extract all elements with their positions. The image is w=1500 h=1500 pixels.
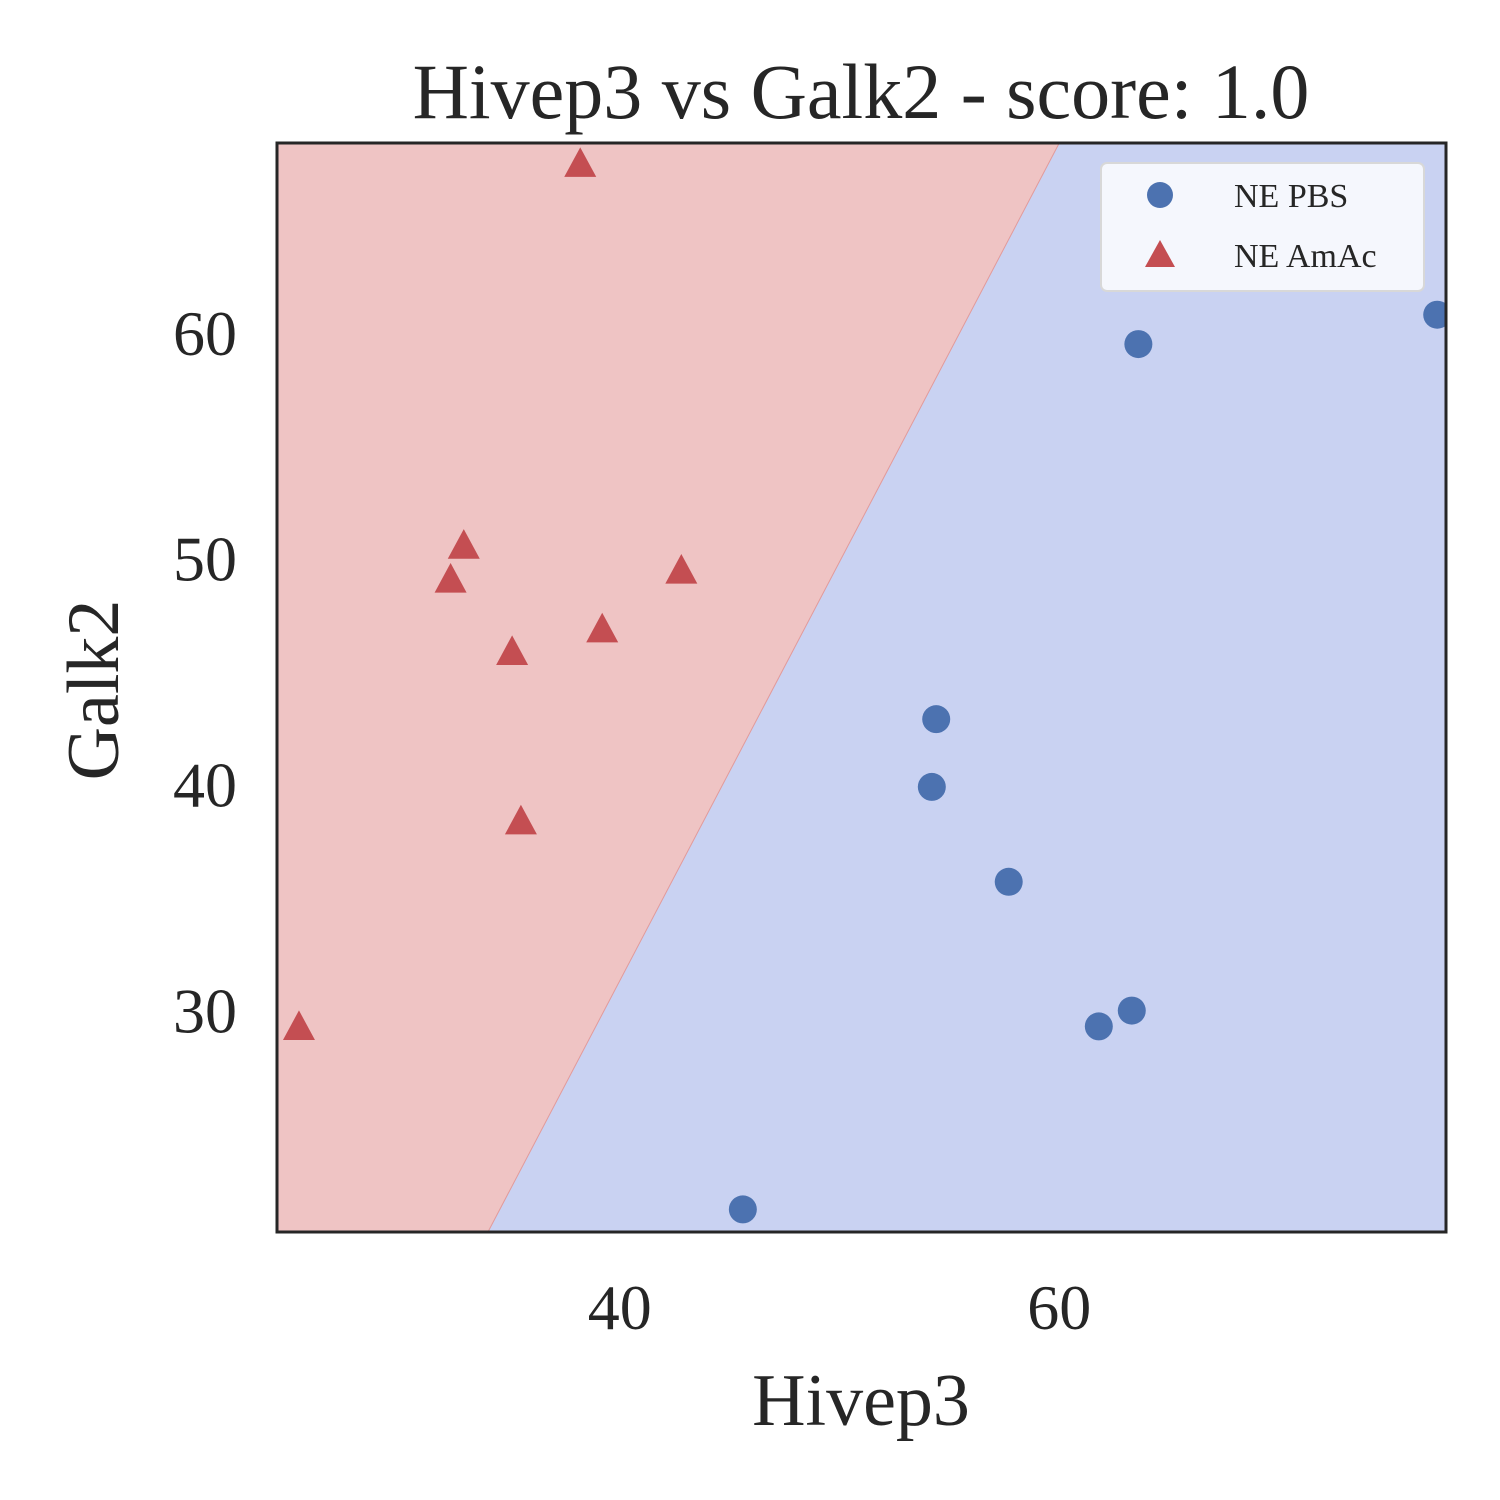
point-ne-pbs-1 [1124, 330, 1153, 359]
point-ne-amac-2 [434, 563, 467, 593]
point-ne-amac-7 [282, 1010, 315, 1041]
legend-label-ne-pbs: NE PBS [1234, 178, 1348, 215]
y-axis-label: Galk2 [53, 600, 135, 781]
region-ne-amac [277, 143, 1060, 1232]
decision-boundary-line [487, 143, 1060, 1232]
point-ne-pbs-7 [728, 1195, 757, 1224]
legend: NE PBS NE AmAc [1100, 162, 1425, 292]
point-ne-pbs-6 [1117, 996, 1146, 1025]
plot-frame [275, 141, 1448, 1234]
legend-box [1100, 162, 1425, 292]
y-ticks: 30 40 50 60 [173, 298, 237, 1047]
point-ne-amac-4 [586, 612, 619, 643]
data-points [282, 147, 1446, 1224]
point-ne-amac-5 [496, 635, 529, 665]
point-ne-pbs-2 [922, 705, 951, 734]
x-ticks: 40 60 [588, 1272, 1091, 1343]
point-ne-amac-0 [564, 147, 597, 177]
y-tick-label-50: 50 [173, 524, 237, 595]
x-tick-label-40: 40 [588, 1272, 652, 1343]
point-ne-pbs-5 [1084, 1012, 1113, 1041]
y-tick-label-60: 60 [173, 298, 237, 369]
chart-title: Hivep3 vs Galk2 - score: 1.0 [413, 48, 1310, 135]
legend-label-ne-amac: NE AmAc [1234, 238, 1377, 275]
y-tick-label-30: 30 [173, 976, 237, 1047]
point-ne-amac-6 [504, 804, 537, 835]
y-tick-label-40: 40 [173, 750, 237, 821]
point-ne-amac-1 [447, 529, 480, 559]
legend-marker-ne-pbs [1147, 182, 1173, 208]
x-axis-label: Hivep3 [752, 1360, 970, 1442]
point-ne-pbs-4 [994, 867, 1023, 896]
point-ne-pbs-3 [917, 772, 946, 801]
x-tick-label-60: 60 [1027, 1272, 1091, 1343]
decision-regions [277, 143, 1446, 1232]
point-ne-amac-3 [665, 554, 698, 584]
legend-marker-ne-amac [1145, 240, 1175, 267]
point-ne-pbs-0 [1423, 300, 1446, 329]
